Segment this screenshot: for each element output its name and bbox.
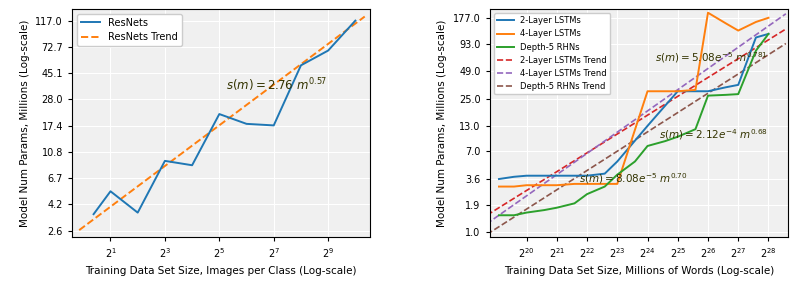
2-Layer LSTMs (539, 174, 549, 178)
Depth-5 RHNs (703, 94, 713, 97)
2-Layer LSTMs (734, 83, 743, 87)
Depth-5 RHNs (764, 32, 774, 36)
Text: $s(m) = 8.08e^{-5}\ m^{0.70}$: $s(m) = 8.08e^{-5}\ m^{0.70}$ (579, 171, 687, 186)
2-Layer LSTMs (510, 175, 519, 178)
Y-axis label: Model Num Params, Millions (Log-scale): Model Num Params, Millions (Log-scale) (20, 19, 30, 227)
ResNets (89, 212, 98, 216)
2-Layer LSTMs (751, 36, 761, 39)
ResNets (214, 112, 224, 116)
4-Layer LSTMs (570, 182, 579, 186)
2-Layer LSTMs (642, 124, 652, 128)
4-Layer LSTMs (673, 89, 682, 93)
Legend: 2-Layer LSTMs, 4-Layer LSTMs, Depth-5 RHNs, 2-Layer LSTMs Trend, 4-Layer LSTMs T: 2-Layer LSTMs, 4-Layer LSTMs, Depth-5 RH… (494, 13, 610, 94)
X-axis label: Training Data Set Size, Images per Class (Log-scale): Training Data Set Size, Images per Class… (86, 266, 357, 276)
Depth-5 RHNs (642, 144, 652, 148)
Text: $s(m) = 2.12e^{-4}\ m^{0.68}$: $s(m) = 2.12e^{-4}\ m^{0.68}$ (659, 127, 768, 142)
4-Layer LSTMs (751, 20, 761, 24)
4-Layer LSTMs (734, 29, 743, 32)
2-Layer LSTMs (552, 174, 562, 178)
4-Layer LSTMs (600, 182, 610, 186)
Line: 4-Layer LSTMs: 4-Layer LSTMs (499, 13, 769, 187)
4-Layer LSTMs (613, 182, 622, 186)
Depth-5 RHNs (539, 208, 549, 212)
Depth-5 RHNs (570, 202, 579, 205)
Depth-5 RHNs (630, 160, 640, 163)
2-Layer LSTMs (613, 160, 622, 163)
2-Layer LSTMs (600, 172, 610, 176)
ResNets (350, 19, 360, 22)
2-Layer LSTMs (494, 177, 504, 181)
4-Layer LSTMs (510, 185, 519, 188)
Depth-5 RHNs (510, 214, 519, 217)
4-Layer LSTMs (539, 183, 549, 187)
Line: Depth-5 RHNs: Depth-5 RHNs (499, 34, 769, 215)
ResNets (187, 163, 197, 167)
2-Layer LSTMs (721, 86, 730, 89)
2-Layer LSTMs (673, 89, 682, 93)
Depth-5 RHNs (721, 93, 730, 97)
ResNets (133, 211, 142, 214)
Text: $s(m) = 5.08e^{-5}\ m^{0.781}$: $s(m) = 5.08e^{-5}\ m^{0.781}$ (655, 50, 768, 65)
ResNets (242, 122, 251, 126)
ResNets (269, 124, 278, 127)
4-Layer LSTMs (522, 183, 531, 187)
Depth-5 RHNs (600, 185, 610, 188)
Depth-5 RHNs (673, 135, 682, 139)
4-Layer LSTMs (703, 11, 713, 14)
4-Layer LSTMs (764, 16, 774, 20)
ResNets (296, 64, 306, 67)
2-Layer LSTMs (582, 174, 592, 178)
Legend: ResNets, ResNets Trend: ResNets, ResNets Trend (77, 14, 182, 46)
Depth-5 RHNs (552, 206, 562, 209)
4-Layer LSTMs (721, 21, 730, 25)
4-Layer LSTMs (642, 89, 652, 93)
4-Layer LSTMs (552, 183, 562, 187)
Line: 2-Layer LSTMs: 2-Layer LSTMs (499, 34, 769, 179)
ResNets (106, 190, 115, 193)
Depth-5 RHNs (613, 173, 622, 176)
Line: ResNets: ResNets (94, 21, 355, 214)
Depth-5 RHNs (661, 139, 670, 143)
ResNets (323, 49, 333, 52)
X-axis label: Training Data Set Size, Millions of Words (Log-scale): Training Data Set Size, Millions of Word… (504, 266, 774, 276)
Depth-5 RHNs (582, 192, 592, 196)
2-Layer LSTMs (522, 174, 531, 178)
Depth-5 RHNs (690, 127, 700, 131)
Depth-5 RHNs (734, 92, 743, 96)
Y-axis label: Model Num Params, Millions (Log-scale): Model Num Params, Millions (Log-scale) (438, 19, 447, 227)
4-Layer LSTMs (582, 182, 592, 186)
2-Layer LSTMs (570, 174, 579, 178)
Depth-5 RHNs (522, 211, 531, 214)
2-Layer LSTMs (703, 89, 713, 93)
Text: $s(m) = 2.76\ m^{0.57}$: $s(m) = 2.76\ m^{0.57}$ (226, 76, 327, 94)
Depth-5 RHNs (751, 49, 761, 52)
2-Layer LSTMs (764, 32, 774, 36)
ResNets (160, 159, 170, 163)
Depth-5 RHNs (494, 214, 504, 217)
4-Layer LSTMs (494, 185, 504, 188)
2-Layer LSTMs (690, 89, 700, 93)
4-Layer LSTMs (690, 88, 700, 92)
